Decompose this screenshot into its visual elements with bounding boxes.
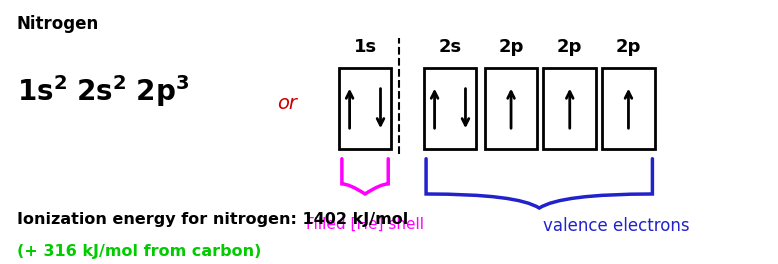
Text: 2p: 2p: [499, 37, 524, 56]
Bar: [602, 68, 655, 149]
Text: $\mathbf{1s^2\ 2s^2\ 2p^3}$: $\mathbf{1s^2\ 2s^2\ 2p^3}$: [16, 73, 189, 109]
Bar: [338, 68, 391, 149]
Text: 2p: 2p: [615, 37, 641, 56]
Text: Ionization energy for nitrogen: 1402 kJ/mol: Ionization energy for nitrogen: 1402 kJ/…: [16, 211, 408, 227]
Text: 2s: 2s: [439, 37, 461, 56]
Text: Filled [He] shell: Filled [He] shell: [306, 217, 424, 232]
Text: or: or: [277, 94, 297, 113]
Bar: [424, 68, 476, 149]
Text: (+ 316 kJ/mol from carbon): (+ 316 kJ/mol from carbon): [16, 244, 261, 259]
Text: 2p: 2p: [557, 37, 583, 56]
Text: 1s: 1s: [353, 37, 377, 56]
Text: valence electrons: valence electrons: [543, 217, 690, 235]
Bar: [544, 68, 596, 149]
Bar: [485, 68, 538, 149]
Text: Nitrogen: Nitrogen: [16, 15, 99, 33]
